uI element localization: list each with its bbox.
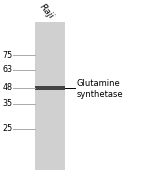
Text: 63: 63 (2, 65, 12, 74)
Text: Glutamine
synthetase: Glutamine synthetase (76, 79, 123, 99)
Text: 75: 75 (2, 51, 12, 60)
Text: 35: 35 (2, 99, 12, 108)
Text: Raji: Raji (38, 2, 56, 20)
Bar (35, 22, 64, 170)
Text: 48: 48 (2, 83, 12, 92)
Text: 25: 25 (2, 124, 12, 133)
Bar (35, 86, 64, 90)
